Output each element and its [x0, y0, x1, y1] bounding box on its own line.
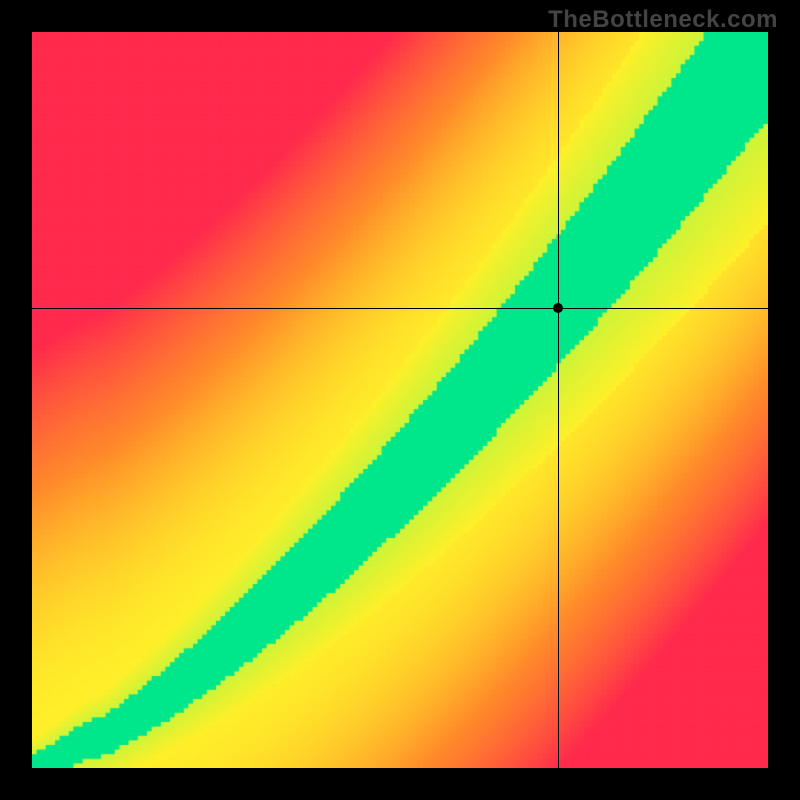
crosshair-marker — [553, 303, 563, 313]
crosshair-vertical — [558, 32, 559, 768]
chart-container: TheBottleneck.com — [0, 0, 800, 800]
bottleneck-heatmap — [32, 32, 768, 768]
watermark-text: TheBottleneck.com — [548, 6, 778, 34]
crosshair-horizontal — [32, 308, 768, 309]
